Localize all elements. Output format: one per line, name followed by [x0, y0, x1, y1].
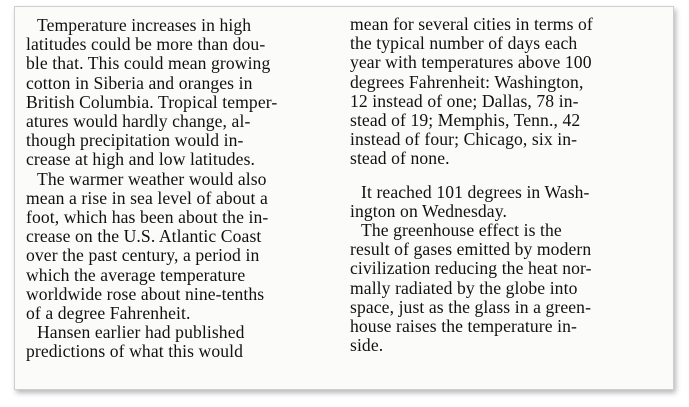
right-column: mean for several cities in terms of the … [350, 14, 650, 356]
text-line: latitudes could be more than dou- [26, 34, 266, 55]
text-line: predictions of what this would [26, 341, 244, 362]
text-line: though precipitation would in- [26, 130, 244, 151]
text-line: year with temperatures above 100 [350, 52, 592, 73]
text-line: Temperature increases in high [37, 15, 252, 35]
paragraph-gap [350, 169, 650, 183]
text-line: mean for several cities in terms of [350, 14, 593, 34]
text-line: 12 instead of one; Dallas, 78 in- [350, 90, 579, 111]
text-line: crease on the U.S. Atlantic Coast [26, 226, 262, 247]
text-line: civilization reducing the heat nor- [350, 258, 592, 279]
left-column: Temperature increases in high latitudes … [26, 15, 338, 362]
text-line: ble that. This could mean growing [26, 53, 271, 74]
text-line: space, just as the glass in a green- [350, 296, 592, 317]
text-line: mally radiated by the globe into [350, 277, 578, 298]
text-line: house raises the temperature in- [350, 316, 577, 337]
text-line: British Columbia. Tropical temper- [26, 91, 278, 112]
text-line: ington on Wednesday. [350, 200, 507, 221]
text-line: degrees Fahrenheit: Washington, [350, 71, 584, 92]
text-line: crease at high and low latitudes. [26, 149, 256, 170]
newspaper-clipping: Temperature increases in high latitudes … [14, 6, 674, 390]
text-line: which the average temperature [26, 264, 246, 285]
text-line: mean a rise in sea level of about a [26, 187, 268, 208]
text-line: It reached 101 degrees in Wash- [361, 181, 590, 202]
text-line: instead of four; Chicago, six in- [350, 129, 578, 150]
text-line: worldwide rose about nine-tenths [26, 283, 265, 304]
text-line: Hansen earlier had published [37, 322, 245, 343]
text-line: the typical number of days each [350, 33, 578, 54]
text-line: result of gases emitted by modern [350, 239, 592, 260]
text-line: atures would hardly change, al- [26, 111, 251, 132]
text-line: stead of none. [350, 148, 450, 169]
text-line: of a degree Fahrenheit. [26, 303, 191, 324]
text-line: side. [350, 335, 384, 356]
text-line: The greenhouse effect is the [361, 220, 562, 241]
text-line: cotton in Siberia and oranges in [26, 72, 253, 93]
text-line: stead of 19; Memphis, Tenn., 42 [350, 110, 581, 131]
text-line: foot, which has been about the in- [26, 207, 269, 228]
text-line: The warmer weather would also [37, 168, 267, 189]
text-line: over the past century, a period in [26, 245, 260, 266]
